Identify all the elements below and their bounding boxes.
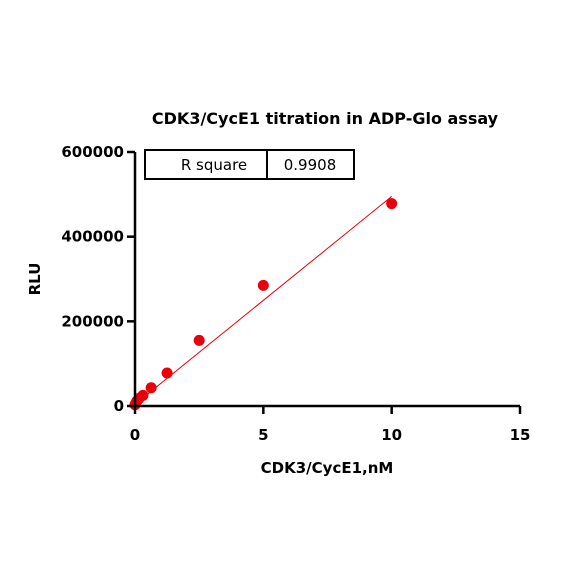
stats-table: R square 0.9908: [144, 149, 355, 180]
chart-title: CDK3/CycE1 titration in ADP-Glo assay: [152, 109, 499, 128]
plot-area: [129, 196, 398, 411]
y-tick-label: 200000: [61, 312, 124, 330]
data-point: [193, 334, 205, 346]
x-tick-label: 15: [510, 426, 531, 444]
x-ticks: 0 5 10 15: [130, 406, 531, 444]
y-ticks: 0 200000 400000 600000: [61, 143, 135, 415]
stats-table-border: [144, 149, 355, 180]
x-tick-label: 5: [258, 426, 268, 444]
fit-line: [134, 196, 392, 405]
data-point: [386, 198, 398, 210]
data-point: [257, 279, 269, 291]
stats-table-label: R square: [181, 156, 247, 174]
y-tick-label: 600000: [61, 143, 124, 161]
x-tick-label: 10: [381, 426, 402, 444]
data-point: [137, 389, 149, 401]
data-point: [161, 367, 173, 379]
y-tick-label: 400000: [61, 228, 124, 246]
data-point: [145, 382, 157, 394]
x-axis-label: CDK3/CycE1,nM: [261, 459, 394, 477]
stats-table-value: 0.9908: [284, 156, 337, 174]
x-tick-label: 0: [130, 426, 140, 444]
y-tick-label: 0: [114, 397, 124, 415]
y-axis-label: RLU: [26, 263, 44, 296]
